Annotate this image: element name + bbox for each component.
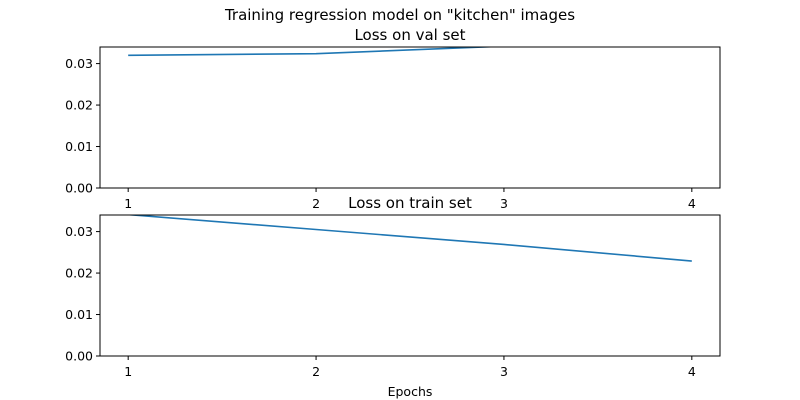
val-loss-subplot: Loss on val set 0.00 0.01 0.02 0.03 1 2 3 4 <box>65 26 720 211</box>
x-axis-label: Epochs <box>388 384 433 399</box>
val-y-tick-label: 0.02 <box>65 98 93 113</box>
val-x-tick-label: 4 <box>688 196 696 211</box>
val-x-tick-label: 1 <box>124 196 132 211</box>
train-plot-area: 0.00 0.01 0.02 0.03 1 2 3 4 <box>65 215 696 379</box>
train-subplot-title: Loss on train set <box>348 194 472 212</box>
val-y-tick-label: 0.00 <box>65 181 93 196</box>
val-x-tick-label: 3 <box>500 196 508 211</box>
train-y-tick-label: 0.01 <box>65 307 93 322</box>
train-axes-frame <box>100 215 720 356</box>
train-x-tick-label: 4 <box>688 364 696 379</box>
figure-title: Training regression model on "kitchen" i… <box>224 6 575 24</box>
train-y-tick-label: 0.03 <box>65 224 93 239</box>
train-y-tick-label: 0.00 <box>65 349 93 364</box>
val-plot-area: 0.00 0.01 0.02 0.03 1 2 3 4 <box>65 46 696 211</box>
train-loss-subplot: Loss on train set 0.00 0.01 0.02 0.03 1 2 3 4 E… <box>65 194 720 399</box>
val-axes-frame <box>100 47 720 188</box>
val-loss-line <box>128 46 692 55</box>
train-loss-line <box>128 215 692 261</box>
train-x-tick-label: 3 <box>500 364 508 379</box>
train-x-tick-label: 2 <box>312 364 320 379</box>
val-y-tick-label: 0.01 <box>65 139 93 154</box>
train-x-tick-label: 1 <box>124 364 132 379</box>
val-subplot-title: Loss on val set <box>354 26 465 44</box>
val-y-tick-label: 0.03 <box>65 56 93 71</box>
train-y-tick-label: 0.02 <box>65 266 93 281</box>
val-x-tick-label: 2 <box>312 196 320 211</box>
